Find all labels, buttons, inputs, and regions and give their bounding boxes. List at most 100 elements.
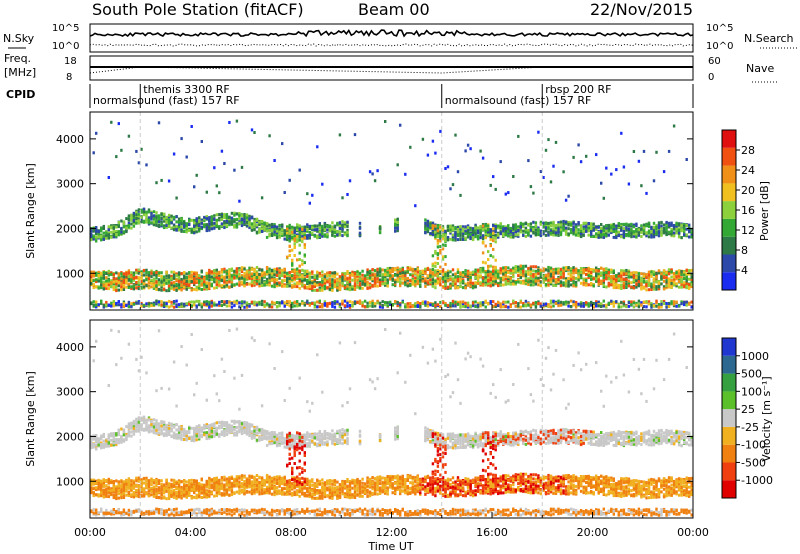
- power-cell: [471, 281, 475, 285]
- power-cell: [524, 274, 528, 278]
- power-cell: [529, 267, 533, 271]
- power-cell: [152, 223, 156, 227]
- power-cell: [145, 220, 148, 224]
- power-cell: [167, 219, 171, 223]
- power-cell: [278, 227, 281, 231]
- power-cell: [92, 229, 95, 233]
- power-cell: [288, 284, 291, 288]
- power-cell: [198, 283, 201, 287]
- power-cell: [120, 275, 123, 279]
- power-cell: [243, 274, 246, 278]
- power-cell: [198, 224, 201, 228]
- power-cell: [557, 227, 560, 231]
- nsky-tick-bottom: 10^0: [52, 41, 79, 52]
- power-cell: [275, 267, 279, 271]
- power-cell: [112, 282, 115, 286]
- power-cell: [170, 219, 173, 223]
- power-cell: [177, 217, 181, 221]
- power-cell: [125, 226, 128, 230]
- power-cell: [150, 285, 153, 289]
- power-cell: [288, 304, 291, 308]
- power-cell: [366, 282, 369, 286]
- power-cell: [102, 276, 105, 280]
- power-cell: [353, 302, 357, 306]
- power-cell: [406, 284, 409, 288]
- power-cell: [316, 300, 319, 304]
- power-cell: [597, 279, 600, 283]
- power-cell: [577, 269, 580, 273]
- power-cell: [260, 271, 264, 275]
- power-cell: [170, 221, 173, 225]
- power-cell: [469, 232, 472, 236]
- power-cell: [361, 286, 364, 290]
- power-cell: [125, 271, 128, 275]
- power-cell: [439, 278, 442, 282]
- power-cell: [527, 303, 530, 307]
- power-cell: [590, 275, 593, 279]
- power-cell: [346, 270, 349, 273]
- power-cell: [92, 283, 95, 287]
- power-cell: [95, 232, 98, 236]
- power-cell: [484, 281, 487, 285]
- power-cell: [122, 230, 126, 234]
- power-cell: [537, 228, 540, 231]
- power-cell: [117, 300, 120, 304]
- power-cell: [177, 283, 181, 287]
- power-cell: [497, 269, 500, 273]
- power-cell: [554, 280, 558, 284]
- power-cell: [288, 277, 291, 281]
- power-cell: [489, 238, 492, 242]
- power-cell: [351, 285, 354, 289]
- power-cell: [203, 277, 206, 281]
- power-cell: [529, 274, 533, 278]
- power-cell: [233, 168, 236, 172]
- power-cell: [190, 280, 193, 284]
- power-cell: [444, 236, 447, 240]
- power-cell: [384, 283, 387, 287]
- power-cell: [291, 232, 294, 236]
- power-cell: [487, 233, 490, 237]
- power-cell: [554, 233, 558, 237]
- power-cell: [321, 231, 324, 235]
- power-cell: [572, 281, 575, 284]
- power-cell: [368, 269, 372, 273]
- power-cell: [557, 267, 560, 271]
- power-cell: [484, 225, 487, 229]
- power-cell: [238, 283, 241, 287]
- power-cell: [316, 228, 319, 232]
- power-cell: [233, 300, 236, 304]
- power-cell: [497, 272, 500, 276]
- power-cell: [323, 279, 327, 283]
- power-cell: [205, 277, 208, 281]
- power-cell: [471, 238, 475, 242]
- power-cell: [384, 303, 387, 307]
- power-cell: [358, 277, 362, 281]
- power-cell: [517, 278, 520, 282]
- power-cell: [585, 272, 588, 276]
- power-cell: [270, 225, 274, 229]
- power-cell: [557, 281, 560, 285]
- power-cell: [476, 274, 480, 278]
- power-cell: [223, 226, 226, 230]
- power-cell: [534, 301, 538, 304]
- power-cell: [454, 278, 457, 282]
- power-cell: [243, 305, 246, 309]
- power-cell: [592, 235, 595, 238]
- power-cell: [220, 275, 224, 279]
- power-cell: [504, 225, 507, 229]
- power-cell: [569, 231, 573, 235]
- power-cell: [534, 273, 538, 277]
- power-cell: [90, 270, 93, 274]
- power-cell: [484, 236, 487, 240]
- power-cell: [361, 277, 364, 281]
- power-cell: [110, 301, 113, 305]
- power-cell: [489, 229, 492, 233]
- power-cell: [100, 229, 103, 233]
- power-cell: [296, 225, 299, 229]
- power-cell: [150, 217, 153, 221]
- power-cell: [142, 279, 146, 283]
- power-cell: [554, 140, 558, 144]
- power-cell: [424, 277, 427, 281]
- power-cell: [328, 274, 332, 278]
- power-cell: [577, 302, 580, 306]
